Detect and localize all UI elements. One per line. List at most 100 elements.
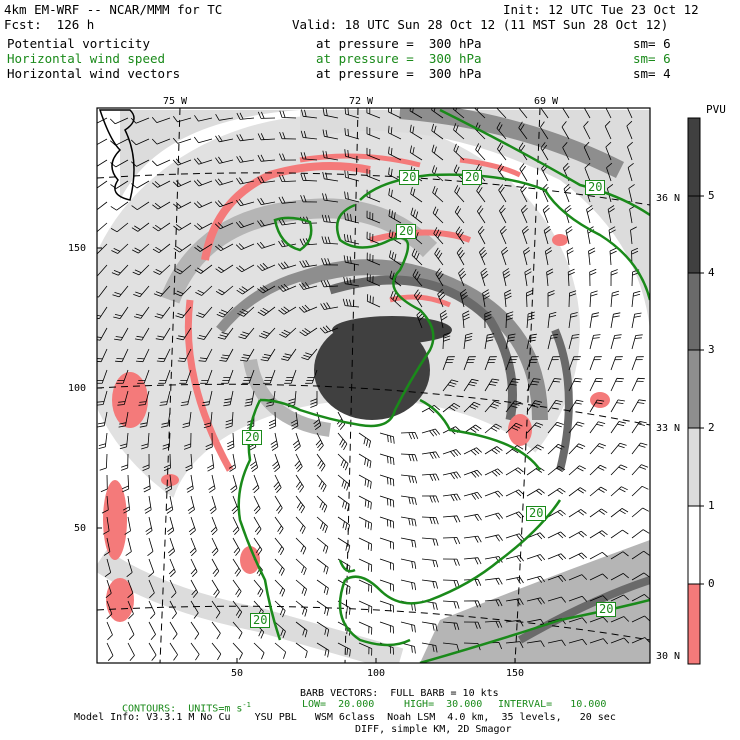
wind-barb [519,163,528,182]
wind-barb [610,399,625,413]
wind-barb [97,201,108,211]
field-3-level: at pressure = 300 hPa [316,66,482,81]
lat-label: 33 N [656,423,681,434]
wind-barb [215,243,234,252]
lon-label: 75 W [163,96,188,107]
wind-barb [366,252,381,266]
model-title: 4km EM-WRF -- NCAR/MMM for TC [4,2,223,17]
wind-barb [97,222,108,233]
wind-barb [521,225,529,245]
wind-barb [421,405,440,414]
field-1-level: at pressure = 300 hPa [316,36,482,51]
wind-barb [610,508,629,518]
wind-barb [190,642,200,661]
wind-barb [252,474,260,494]
wind-barb [547,553,567,561]
wind-barb [547,639,566,647]
wind-barb [454,185,465,203]
wind-barb [214,222,234,230]
wind-barb [281,348,297,361]
wind-barb [257,219,276,227]
wind-barb [610,573,629,581]
wind-barb [232,516,240,535]
wind-barb [300,195,318,203]
wind-barb [144,495,152,514]
wind-barb [568,509,587,518]
wind-barb [97,327,108,341]
wind-barb [437,288,446,308]
wind-barb [505,641,524,649]
wind-barb [119,432,129,450]
wind-barb [543,225,551,245]
wind-barb [337,474,350,491]
wind-barb [257,133,276,141]
wind-barb [295,495,305,514]
wind-barb [631,399,646,413]
wind-barb [410,207,423,224]
colorbar-label: 5 [708,189,715,202]
wind-barb [322,193,339,203]
wind-barb [175,306,192,319]
wind-barb [431,144,444,161]
wind-barb [203,411,213,429]
wind-barb [190,579,199,598]
wind-barb [228,453,236,472]
wind-barb [148,558,155,578]
wind-barb [185,453,193,472]
wind-barb [154,306,171,319]
wind-barb [122,474,130,493]
wind-barb [484,378,500,392]
wind-barb [565,226,573,245]
wind-barb [102,516,110,535]
wind-barb [568,487,587,497]
barb-legend: BARB VECTORS: FULL BARB = 10 kts [300,688,499,699]
wind-barb [172,137,192,144]
wind-barb [299,327,318,337]
wind-barb [169,579,177,598]
wind-barb [421,473,440,481]
wind-barb [442,537,461,545]
wind-barb [232,642,243,660]
wind-barb [316,642,330,658]
wind-barb [610,421,626,434]
wind-barb [344,191,360,203]
wind-barb [455,226,465,245]
wind-barb [124,516,131,535]
wind-barb [589,464,607,476]
wind-barb [278,306,297,315]
wind-barb [159,390,171,406]
wind-barb [505,533,525,541]
wind-barb [547,509,566,518]
wind-barb [274,558,285,576]
wind-barb [221,369,234,384]
wind-barb [232,621,243,639]
wind-barb [526,444,544,455]
wind-barb [237,306,255,317]
wind-barb [174,285,192,297]
field-2-smooth: sm= 6 [633,51,671,66]
wind-barb [568,530,587,539]
wind-barb [568,465,586,476]
wind-barb [211,558,220,577]
wind-barb [627,162,634,182]
wind-barb [379,579,394,592]
wind-barb [211,600,221,619]
wind-barb [215,156,234,164]
wind-barb [442,379,459,392]
wind-barb [321,214,339,224]
wind-barb [127,600,134,620]
wind-barb [120,453,129,471]
wind-barb [97,264,108,276]
wind-barb [547,531,566,539]
contour-label: 20 [462,170,483,185]
wind-barb [631,290,641,308]
wind-barb [235,243,255,250]
wind-barb [277,261,297,270]
wind-barb [97,243,108,255]
wind-barb [547,421,564,434]
wind-barb [110,138,129,146]
wind-barb [106,600,113,620]
x-tick-label: 150 [506,668,525,679]
wind-barb [133,306,150,319]
wind-barb [219,348,234,362]
